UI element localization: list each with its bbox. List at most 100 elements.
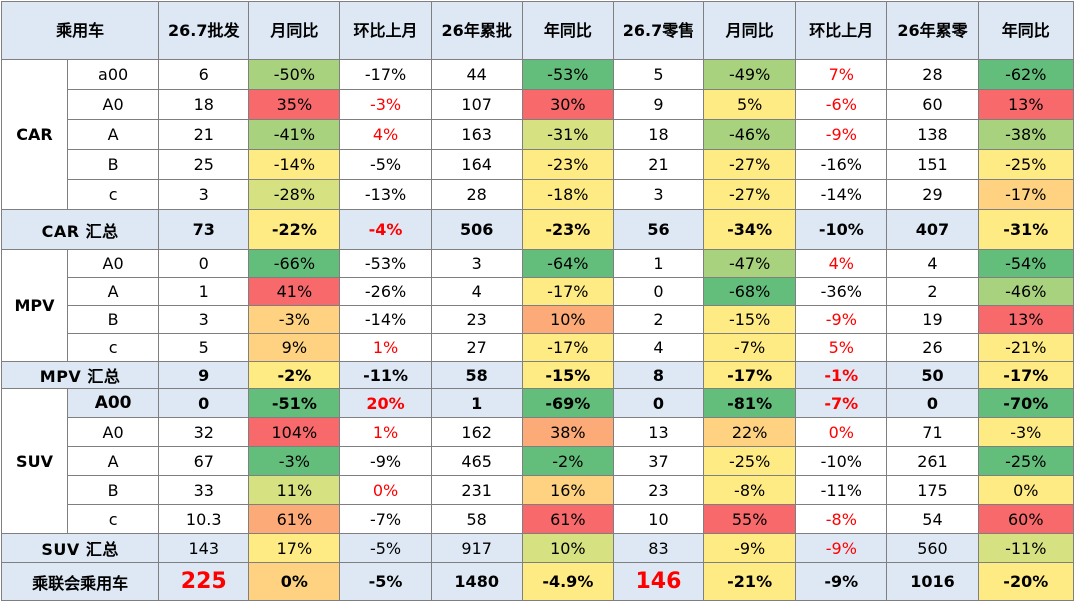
segment-label: A: [67, 277, 160, 306]
data-cell: -17%: [977, 179, 1075, 210]
data-cell: -11%: [795, 475, 888, 505]
data-cell: -7%: [339, 504, 432, 534]
segment-label: A0: [67, 89, 160, 120]
data-cell: -1%: [795, 361, 888, 389]
data-cell: -4.9%: [521, 562, 614, 601]
data-cell: -10%: [795, 446, 888, 476]
data-cell: -5%: [339, 149, 432, 180]
data-cell: 107: [430, 89, 523, 120]
data-cell: -64%: [521, 249, 614, 278]
data-cell: 0%: [977, 475, 1075, 505]
table-row: c 10.3 61% -7% 58 61% 10 55% -8% 54 60%: [2, 504, 1075, 534]
data-cell: -8%: [703, 475, 797, 505]
data-cell: 18: [612, 119, 705, 150]
data-cell: 30%: [521, 89, 614, 120]
segment-label: A00: [67, 388, 160, 418]
data-cell: 7%: [795, 59, 888, 90]
data-cell: -27%: [703, 179, 797, 210]
segment-label: A: [67, 119, 160, 150]
data-cell: -6%: [795, 89, 888, 120]
summary-label: CAR 汇总: [0, 209, 160, 250]
data-cell: 18: [158, 89, 250, 120]
data-cell: 10%: [521, 305, 614, 334]
data-cell: 61%: [248, 504, 341, 534]
data-cell: 33: [158, 475, 250, 505]
data-cell: -47%: [703, 249, 797, 278]
column-header: 环比上月: [339, 1, 432, 60]
data-cell: 4: [886, 249, 979, 278]
data-cell: 1%: [339, 417, 432, 447]
column-header: 26年累零: [886, 1, 979, 60]
data-cell: 23: [612, 475, 705, 505]
data-cell: 4%: [339, 119, 432, 150]
data-cell: -3%: [339, 89, 432, 120]
data-cell: -46%: [977, 277, 1075, 306]
data-cell: 27: [430, 333, 523, 362]
data-cell: 1: [158, 277, 250, 306]
data-cell: 1016: [886, 562, 979, 601]
data-cell: 3: [612, 179, 705, 210]
data-cell: 21: [158, 119, 250, 150]
data-cell: -69%: [521, 388, 614, 418]
data-cell: -26%: [339, 277, 432, 306]
data-cell: -38%: [977, 119, 1075, 150]
data-cell: -11%: [977, 533, 1075, 563]
data-cell: -7%: [795, 388, 888, 418]
data-cell: 61%: [521, 504, 614, 534]
segment-label: A0: [67, 249, 160, 278]
data-cell: -9%: [795, 562, 888, 601]
segment-label: B: [67, 305, 160, 334]
data-cell: 5: [158, 333, 250, 362]
data-cell: -36%: [795, 277, 888, 306]
data-cell: 0: [612, 277, 705, 306]
table-row: c 5 9% 1% 27 -17% 4 -7% 5% 26 -21%: [2, 333, 1075, 362]
data-cell: 3: [430, 249, 523, 278]
data-cell: 37: [612, 446, 705, 476]
data-cell: -68%: [703, 277, 797, 306]
data-cell: 21: [612, 149, 705, 180]
data-cell: -46%: [703, 119, 797, 150]
data-cell: -20%: [977, 562, 1075, 601]
data-cell: 407: [886, 209, 979, 250]
data-cell: 104%: [248, 417, 341, 447]
data-cell: 25: [158, 149, 250, 180]
column-header: 26.7批发: [158, 1, 250, 60]
data-cell: 151: [886, 149, 979, 180]
data-cell: 0%: [248, 562, 341, 601]
group-label: SUV: [0, 388, 69, 534]
segment-label: A: [67, 446, 160, 476]
data-cell: 5: [612, 59, 705, 90]
data-cell: 41%: [248, 277, 341, 306]
data-cell: -17%: [977, 361, 1075, 389]
data-cell: -25%: [977, 446, 1075, 476]
data-cell: 55%: [703, 504, 797, 534]
data-cell: -54%: [977, 249, 1075, 278]
data-cell: 0: [158, 249, 250, 278]
data-cell: -2%: [248, 361, 341, 389]
table-row: A0 18 35% -3% 107 30% 9 5% -6% 60 13%: [2, 89, 1075, 120]
data-cell: -31%: [521, 119, 614, 150]
table-row: c 3 -28% -13% 28 -18% 3 -27% -14% 29 -17%: [2, 179, 1075, 210]
data-cell: -3%: [248, 305, 341, 334]
data-cell: -17%: [521, 277, 614, 306]
table-row: MPV A0 0 -66% -53% 3 -64% 1 -47% 4% 4 -54%: [0, 249, 1075, 362]
group-label: CAR: [0, 59, 69, 210]
data-cell: -9%: [795, 305, 888, 334]
data-cell: -21%: [703, 562, 797, 601]
data-cell: -9%: [339, 446, 432, 476]
segment-label: B: [67, 149, 160, 180]
data-cell: 1: [430, 388, 523, 418]
data-cell: -7%: [703, 333, 797, 362]
column-header: 年同比: [521, 1, 614, 60]
data-cell: -34%: [703, 209, 797, 250]
data-cell: -15%: [703, 305, 797, 334]
data-cell: -81%: [703, 388, 797, 418]
data-cell: -11%: [339, 361, 432, 389]
data-cell: -13%: [339, 179, 432, 210]
header-corner: 乘用车: [0, 1, 160, 60]
data-cell: -23%: [521, 209, 614, 250]
data-cell: -62%: [977, 59, 1075, 90]
column-header: 年同比: [977, 1, 1075, 60]
data-cell: -9%: [795, 533, 888, 563]
